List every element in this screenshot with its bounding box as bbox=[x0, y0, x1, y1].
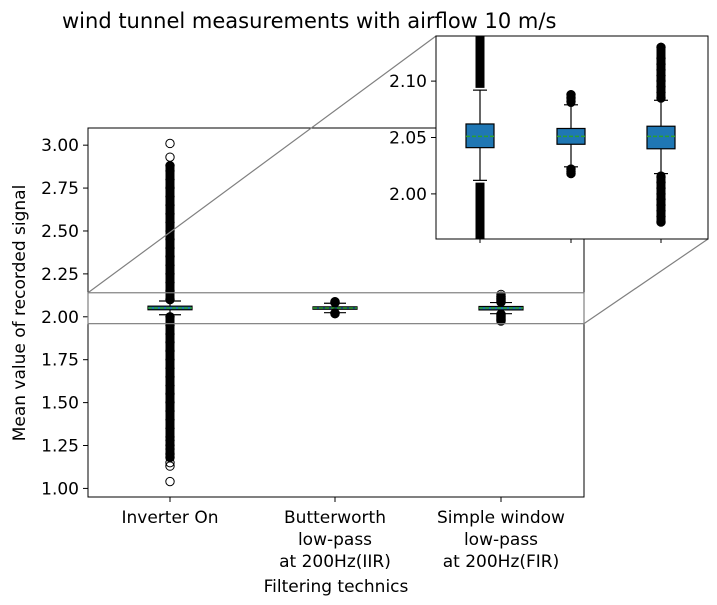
inset-box-2 bbox=[647, 126, 675, 149]
x-tick-label-2: Simple windowlow-passat 200Hz(FIR) bbox=[437, 508, 565, 572]
inset-y-tick-label-1: 2.05 bbox=[389, 129, 427, 149]
inset-y-tick-label-2: 2.10 bbox=[389, 72, 427, 92]
inset-y-tick-label-0: 2.00 bbox=[389, 185, 427, 205]
y-tick-label-3: 1.75 bbox=[41, 351, 79, 371]
x-tick-label-line: at 200Hz(IIR) bbox=[279, 552, 391, 572]
x-axis-label: Filtering technics bbox=[264, 577, 409, 597]
x-tick-label-line: at 200Hz(FIR) bbox=[443, 552, 560, 572]
y-tick-label-8: 3.00 bbox=[41, 136, 79, 156]
x-tick-label-0: Inverter On bbox=[122, 508, 219, 528]
y-tick-label-4: 2.00 bbox=[41, 308, 79, 328]
connector-line-right bbox=[584, 239, 708, 324]
y-tick-label-1: 1.25 bbox=[41, 437, 79, 457]
x-tick-label-line: Butterworth bbox=[284, 508, 386, 528]
y-tick-label-2: 1.50 bbox=[41, 394, 79, 414]
main-outlier-0-41 bbox=[166, 139, 174, 147]
x-tick-label-line: low-pass bbox=[464, 530, 538, 550]
main-outlier-0-0 bbox=[166, 477, 174, 485]
connector-line-left bbox=[88, 36, 436, 293]
y-tick-label-6: 2.50 bbox=[41, 222, 79, 242]
x-tick-label-1: Butterworthlow-passat 200Hz(IIR) bbox=[279, 508, 391, 572]
chart-title: wind tunnel measurements with airflow 10… bbox=[62, 9, 556, 33]
inset-zoom-plot: 2.00 2.05 2.10 bbox=[389, 31, 708, 244]
x-tick-label-line: low-pass bbox=[298, 530, 372, 550]
x-tick-label-line: Simple window bbox=[437, 508, 565, 528]
y-tick-label-5: 2.25 bbox=[41, 265, 79, 285]
x-tick-label-line: Inverter On bbox=[122, 508, 219, 528]
y-tick-label-0: 1.00 bbox=[41, 479, 79, 499]
y-axis-label: Mean value of recorded signal bbox=[10, 185, 30, 442]
main-outlier-0-40 bbox=[166, 153, 174, 161]
y-tick-label-7: 2.75 bbox=[41, 179, 79, 199]
